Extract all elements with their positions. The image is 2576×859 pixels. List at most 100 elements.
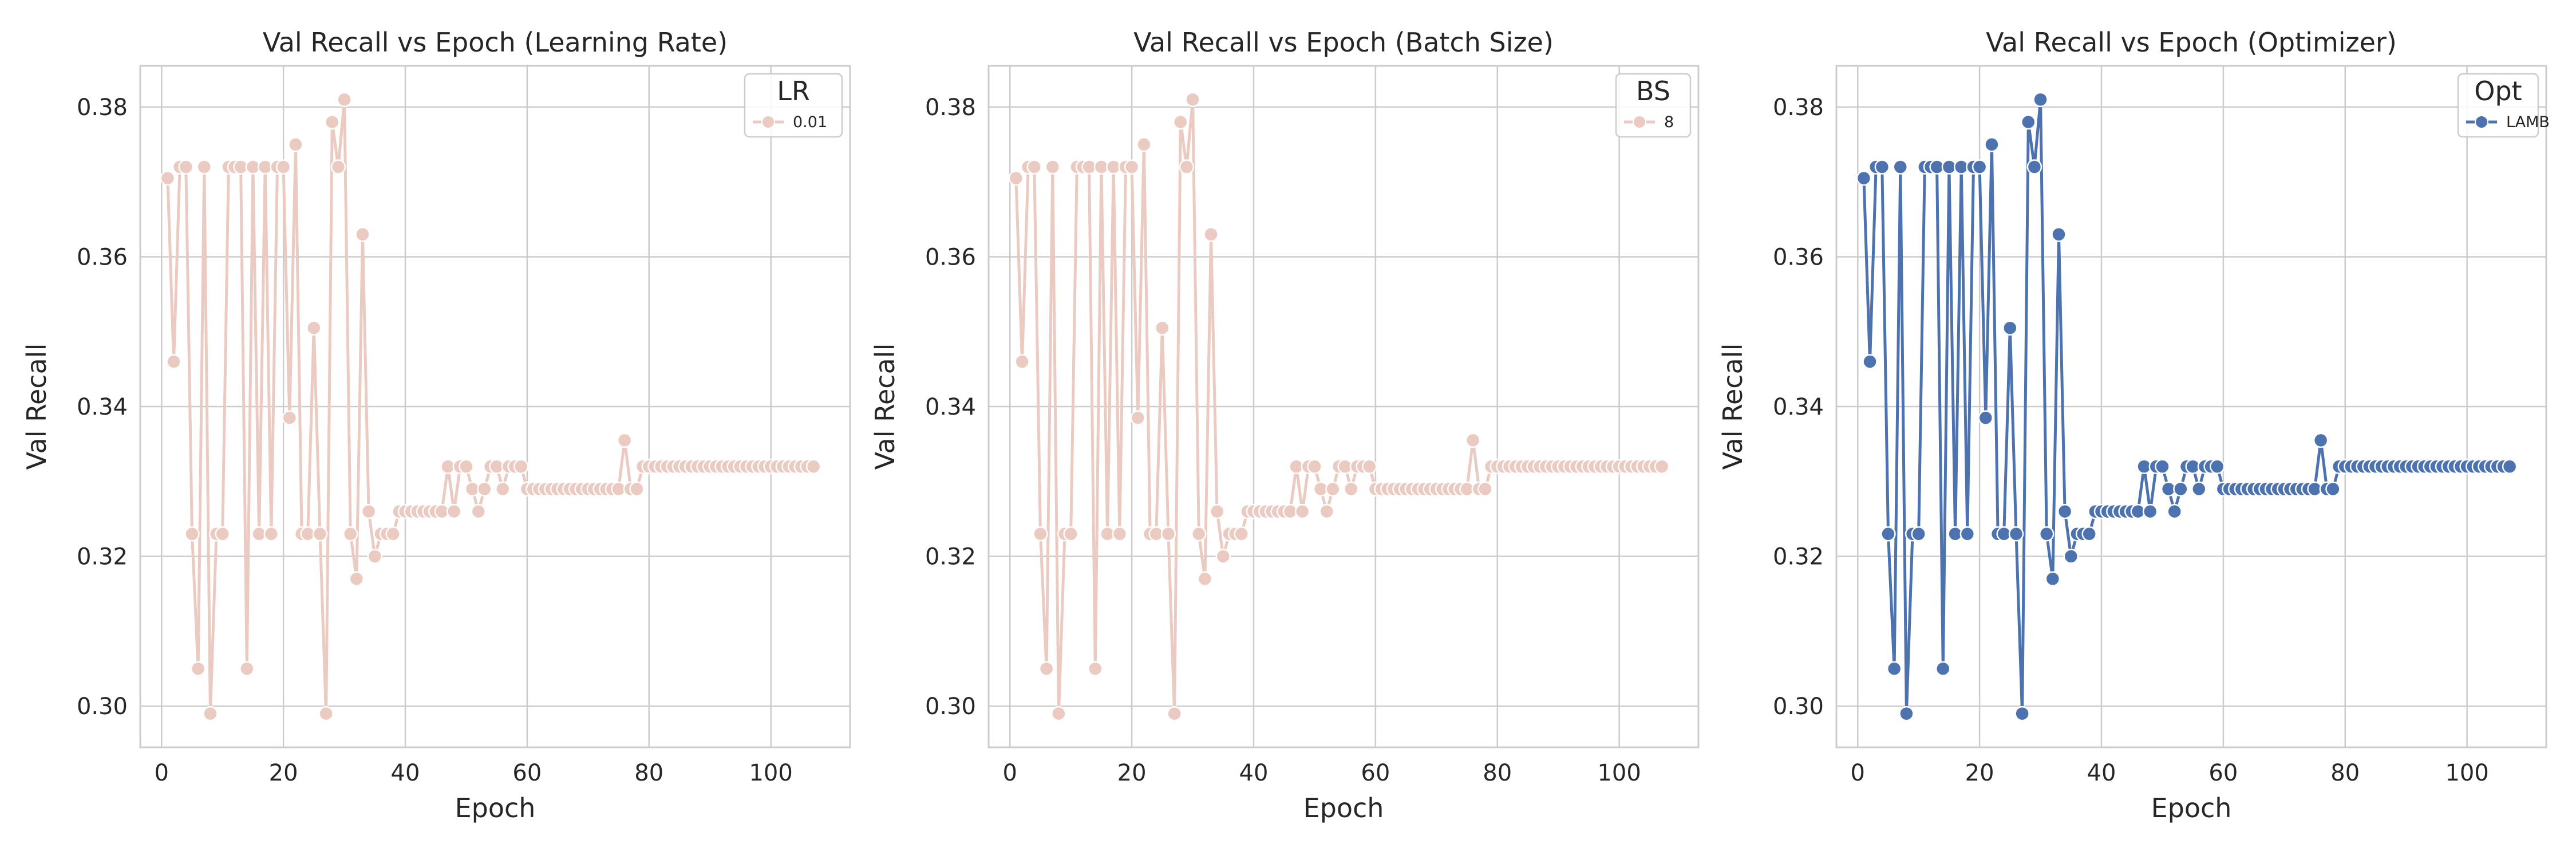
data-point (513, 459, 529, 474)
x-tick-label: 20 (269, 760, 298, 786)
data-point (1045, 159, 1061, 175)
data-point (1155, 320, 1170, 336)
x-tick-label: 60 (2208, 760, 2238, 786)
data-point (1209, 503, 1225, 519)
data-point (215, 526, 230, 542)
data-point (1911, 526, 1926, 542)
data-point (1294, 503, 1310, 519)
legend-title: LR (777, 76, 810, 107)
data-point (355, 226, 370, 242)
data-point (361, 503, 377, 519)
chart-title: Val Recall vs Epoch (Batch Size) (1133, 27, 1554, 58)
data-point (1160, 526, 1176, 542)
x-axis-label: Epoch (455, 793, 536, 823)
data-point (2081, 526, 2097, 542)
data-point (196, 159, 212, 175)
data-point (1167, 706, 1182, 722)
data-point (275, 159, 291, 175)
data-point (367, 549, 383, 564)
data-point (1051, 706, 1066, 722)
chart-panel-1: 0 20 40 60 80 100 0.30 0.32 0.34 0.36 0.38 Val Reca… (21, 27, 851, 823)
data-point (1179, 159, 1195, 175)
y-tick-label: 0.34 (77, 394, 128, 420)
data-point (1234, 526, 1249, 542)
data-point (2038, 526, 2055, 542)
data-point (1124, 159, 1140, 175)
data-point (2002, 320, 2018, 336)
data-point (239, 661, 255, 676)
data-point (2173, 481, 2188, 497)
data-point (1197, 571, 1213, 587)
x-tick-label: 60 (1361, 760, 1390, 786)
data-point (1935, 661, 1951, 676)
y-tick-label: 0.30 (77, 693, 128, 720)
chart-panel-3: 0 20 40 60 80 100 0.30 0.32 0.34 0.36 0.38 Val Reca… (1717, 27, 2550, 823)
data-point (282, 410, 298, 425)
data-point (1215, 549, 1231, 564)
data-point (2057, 503, 2073, 519)
data-point (178, 159, 194, 175)
data-point (2325, 481, 2341, 497)
data-point (1984, 137, 2000, 152)
y-tick-label: 0.32 (1773, 544, 1824, 570)
data-point (2026, 159, 2042, 175)
y-tick-label: 0.36 (1773, 244, 1824, 270)
data-point (1325, 481, 1341, 497)
chart-title: Val Recall vs Epoch (Optimizer) (1986, 27, 2397, 58)
y-tick-label: 0.34 (1773, 394, 1824, 420)
data-point (1978, 410, 1994, 425)
x-tick-label: 100 (1597, 760, 1641, 786)
data-point (2191, 481, 2207, 497)
data-point (1088, 661, 1103, 676)
data-point (1130, 410, 1146, 425)
data-point (1307, 459, 1322, 474)
data-point (2155, 459, 2170, 474)
x-tick-label: 40 (391, 760, 420, 786)
x-tick-label: 20 (1117, 760, 1147, 786)
x-tick-label: 80 (634, 760, 663, 786)
data-point (1886, 661, 1902, 676)
legend-marker-swatch (761, 115, 775, 129)
data-point (1874, 159, 1890, 175)
data-point (471, 503, 486, 519)
data-point (203, 706, 218, 722)
data-point (459, 459, 474, 474)
x-tick-label: 80 (2330, 760, 2360, 786)
legend-title: BS (1636, 76, 1670, 107)
y-tick-label: 0.30 (1773, 693, 1824, 720)
y-tick-label: 0.38 (77, 94, 128, 121)
x-tick-label: 80 (1483, 760, 1512, 786)
y-tick-label: 0.32 (925, 544, 976, 570)
x-tick-label: 100 (749, 760, 792, 786)
data-point (2209, 459, 2225, 474)
data-point (330, 159, 346, 175)
legend-label: 8 (1664, 113, 1674, 131)
y-tick-label: 0.38 (1773, 94, 1824, 121)
data-point (1465, 432, 1481, 448)
data-point (1173, 114, 1188, 130)
data-point (1033, 526, 1048, 542)
data-point (337, 92, 352, 108)
data-point (2063, 549, 2079, 564)
y-tick-label: 0.38 (925, 94, 976, 121)
legend-marker-swatch (1633, 115, 1646, 129)
y-tick-label: 0.36 (77, 244, 128, 270)
data-point (288, 137, 303, 152)
x-axis-label: Epoch (2151, 793, 2232, 823)
data-point (166, 354, 181, 369)
data-point (1856, 170, 1872, 186)
data-point (1063, 526, 1078, 542)
data-point (1203, 226, 1219, 242)
data-point (1185, 92, 1200, 108)
data-point (184, 526, 200, 542)
data-point (1899, 706, 1914, 722)
x-tick-label: 0 (1851, 760, 1865, 786)
data-point (1971, 159, 1988, 175)
data-point (805, 459, 821, 474)
data-point (263, 526, 279, 542)
x-tick-label: 0 (155, 760, 169, 786)
y-axis-label: Val Recall (870, 344, 900, 470)
data-point (342, 526, 358, 542)
y-tick-label: 0.30 (925, 693, 976, 720)
